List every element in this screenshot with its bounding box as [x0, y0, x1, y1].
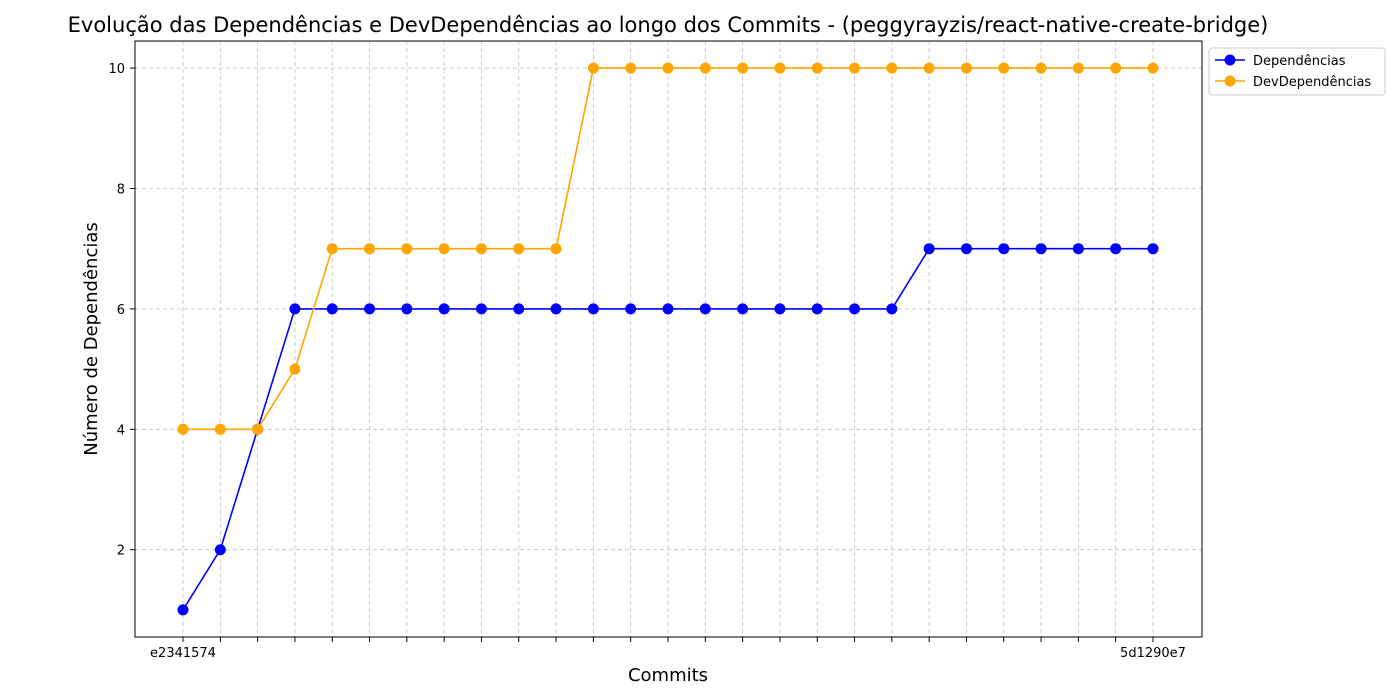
data-point	[214, 423, 226, 435]
data-point	[289, 303, 301, 315]
legend: Dependências DevDependências	[1208, 47, 1386, 96]
x-axis-label: Commits	[628, 665, 708, 686]
data-point	[326, 243, 338, 255]
data-point	[1072, 243, 1084, 255]
y-tick-label: 8	[117, 182, 125, 197]
data-point	[438, 303, 450, 315]
data-point	[886, 62, 898, 74]
data-point	[774, 303, 786, 315]
series-2	[177, 62, 1159, 435]
data-point	[513, 303, 525, 315]
data-point	[662, 303, 674, 315]
data-point	[1035, 62, 1047, 74]
series-layer	[177, 62, 1159, 616]
data-point	[177, 604, 189, 616]
legend-marker	[1224, 75, 1236, 87]
data-point	[513, 243, 525, 255]
data-point	[252, 423, 264, 435]
data-point	[998, 243, 1010, 255]
y-axis-label: Número de Dependências	[81, 222, 102, 456]
legend-label: DevDependências	[1253, 75, 1371, 90]
data-point	[662, 62, 674, 74]
series-1	[177, 243, 1159, 616]
x-tick-label: e2341574	[150, 646, 216, 661]
data-point	[811, 303, 823, 315]
data-point	[923, 62, 935, 74]
y-tick-label: 2	[117, 544, 125, 559]
data-point	[401, 243, 413, 255]
data-point	[923, 243, 935, 255]
data-point	[550, 303, 562, 315]
data-point	[550, 243, 562, 255]
data-point	[1147, 243, 1159, 255]
data-point	[1035, 243, 1047, 255]
data-point	[960, 62, 972, 74]
data-point	[475, 243, 487, 255]
data-point	[214, 544, 226, 556]
data-point	[1110, 62, 1122, 74]
legend-marker	[1224, 54, 1236, 66]
grid	[135, 41, 1202, 637]
data-point	[1072, 62, 1084, 74]
data-point	[587, 303, 599, 315]
data-point	[886, 303, 898, 315]
data-point	[998, 62, 1010, 74]
y-tick-label: 4	[117, 423, 125, 438]
data-point	[364, 303, 376, 315]
data-point	[1110, 243, 1122, 255]
data-point	[326, 303, 338, 315]
data-point	[289, 363, 301, 375]
data-point	[737, 303, 749, 315]
data-point	[364, 243, 376, 255]
axis-ticks: e2341574 5d1290e7 2 4 6 8 10	[108, 62, 1185, 661]
y-tick-label: 10	[108, 62, 125, 77]
data-point	[587, 62, 599, 74]
data-point	[849, 303, 861, 315]
data-point	[625, 62, 637, 74]
legend-label: Dependências	[1253, 54, 1346, 69]
y-tick-label: 6	[117, 303, 125, 318]
data-point	[699, 62, 711, 74]
data-point	[960, 243, 972, 255]
legend-box	[1208, 47, 1386, 96]
data-point	[438, 243, 450, 255]
data-point	[625, 303, 637, 315]
x-tick-label: 5d1290e7	[1120, 646, 1186, 661]
data-point	[177, 423, 189, 435]
data-point	[811, 62, 823, 74]
chart-title: Evolução das Dependências e DevDependênc…	[68, 13, 1269, 37]
data-point	[475, 303, 487, 315]
data-point	[737, 62, 749, 74]
data-point	[774, 62, 786, 74]
data-point	[699, 303, 711, 315]
data-point	[401, 303, 413, 315]
data-point	[1147, 62, 1159, 74]
data-point	[849, 62, 861, 74]
